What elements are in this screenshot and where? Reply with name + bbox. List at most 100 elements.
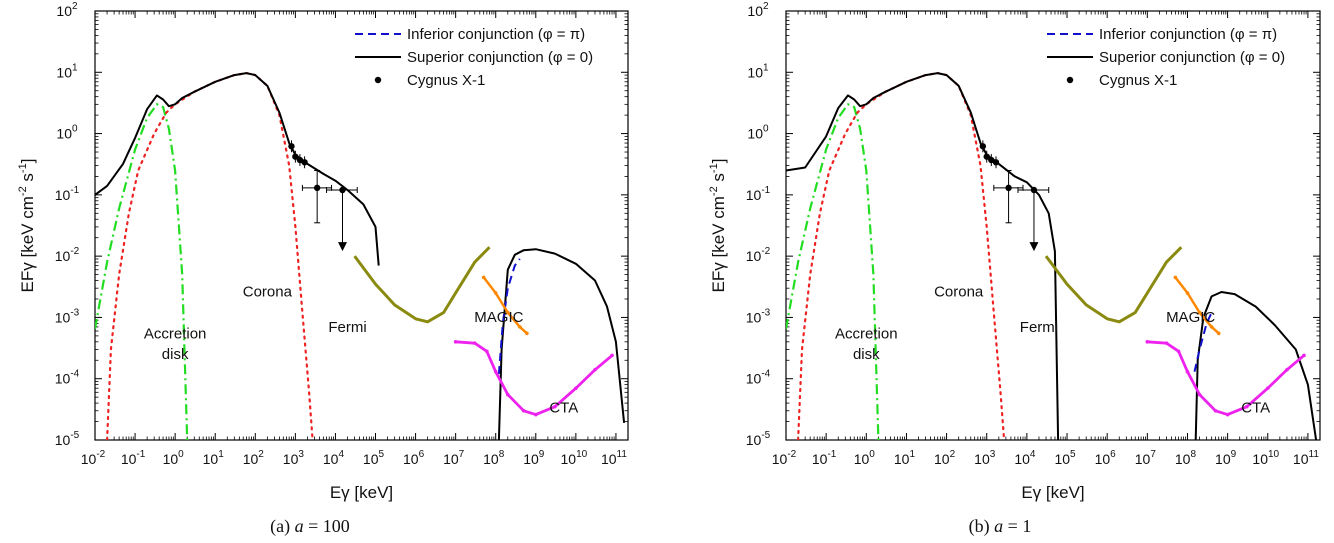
y-axis-label: EFγ [keV cm-2 s-1]: [708, 159, 728, 293]
x-tick-exponent: -1: [827, 449, 836, 460]
annotation-label: Fermi: [328, 319, 366, 336]
x-tick-exponent: 6: [1110, 449, 1116, 460]
x-tick-exponent: 6: [419, 449, 425, 460]
series-magic-point: [493, 291, 498, 295]
y-tick-label: 10-1: [746, 185, 771, 203]
y-tick-exponent: -1: [70, 185, 79, 196]
plot-frame: [94, 10, 629, 441]
x-tick-label: 1010: [561, 449, 588, 467]
x-tick-label: 109: [1215, 449, 1237, 467]
series-magic-point: [1216, 331, 1221, 336]
y-tick-label: 10-2: [746, 246, 771, 264]
series-magic-point: [505, 310, 510, 315]
series-cta-point: [533, 412, 538, 417]
series-cta-point: [472, 341, 477, 345]
figure-caption: (b) a = 1: [969, 516, 1032, 537]
y-label-sup: -1: [17, 163, 29, 173]
x-tick-label: 104: [323, 449, 345, 467]
y-tick-exponent: -3: [761, 307, 770, 318]
x-tick-label: 106: [1095, 449, 1117, 467]
series-superior: [95, 72, 380, 266]
x-tick-exponent: 3: [298, 449, 304, 460]
legend-label: Cygnus X-1: [407, 72, 485, 89]
x-tick-exponent: -1: [136, 449, 145, 460]
x-tick-label: 10-2: [81, 449, 106, 467]
y-tick-exponent: 0: [763, 124, 769, 135]
series-cta-point: [1185, 369, 1190, 374]
series-cta-point: [1285, 367, 1289, 372]
x-tick-exponent: 1: [909, 449, 915, 460]
y-tick-label: 10-5: [746, 430, 771, 448]
y-tick-label: 10-4: [746, 369, 771, 387]
series-cta-point: [574, 386, 578, 391]
x-tick-exponent: 4: [338, 449, 344, 460]
x-tick-label: 102: [243, 449, 265, 467]
x-tick-exponent: 4: [1030, 449, 1036, 460]
annotation-label: CTA: [1241, 400, 1270, 417]
x-tick-label: 104: [1014, 449, 1036, 467]
y-label-part: s: [709, 173, 728, 186]
plot-frame: [785, 10, 1321, 441]
series-inferior: [497, 258, 521, 374]
y-tick-label: 101: [56, 62, 78, 80]
series-magic-point: [1185, 291, 1190, 295]
annotation-label: Corona: [243, 283, 293, 300]
plot-area: [95, 72, 626, 440]
series-fermi: [353, 246, 491, 324]
annotation-label: CTA: [549, 400, 578, 417]
y-tick-label: 100: [56, 124, 78, 142]
y-tick-exponent: 1: [72, 62, 78, 73]
series-cta-point: [505, 392, 510, 397]
y-tick-label: 101: [747, 62, 769, 80]
y-tick-exponent: 0: [72, 124, 78, 135]
y-tick-exponent: -5: [70, 430, 79, 441]
y-axis-label: EFγ [keV cm-2 s-1]: [17, 159, 37, 293]
x-tick-label: 10-1: [812, 449, 837, 467]
series-cta-point: [1265, 386, 1270, 391]
annotation-label: Accretion: [835, 326, 898, 343]
series-magic-point: [1197, 310, 1202, 315]
series-magic-point: [1173, 275, 1178, 280]
x-tick-label: 108: [1175, 449, 1197, 467]
series-disk: [95, 103, 189, 440]
x-tick-exponent: 3: [990, 449, 996, 460]
x-tick-label: 1010: [1252, 449, 1279, 467]
x-tick-exponent: 2: [950, 449, 956, 460]
x-tick-exponent: 10: [576, 449, 588, 460]
annotation-label: Corona: [934, 283, 984, 300]
y-label-part: EFγ [keV cm: [18, 196, 37, 292]
series-cta-point: [1164, 341, 1169, 345]
series-corona: [106, 72, 314, 440]
x-tick-exponent: 8: [499, 449, 505, 460]
x-tick-label: 100: [854, 449, 876, 467]
legend-label: Superior conjunction (φ = 0): [1099, 49, 1285, 66]
y-tick-label: 10-3: [746, 307, 771, 325]
x-tick-exponent: 0: [869, 449, 875, 460]
series-magic-point: [525, 331, 529, 336]
series-cta-point: [593, 367, 597, 372]
y-tick-label: 10-1: [55, 185, 80, 203]
y-tick-label: 102: [747, 1, 769, 19]
series-fermi: [1044, 246, 1183, 324]
x-tick-exponent: 9: [539, 449, 545, 460]
legend-marker-cygnus: [1066, 76, 1074, 84]
series-cta-point: [453, 340, 458, 344]
x-tick-label: 101: [203, 449, 225, 467]
series-cta-point: [493, 369, 498, 374]
y-label-part: s: [18, 173, 37, 186]
caption-value: = 100: [304, 516, 350, 536]
x-axis-label: Eγ [keV]: [1021, 483, 1084, 502]
x-tick-exponent: 10: [1268, 449, 1280, 460]
series-cta-point: [610, 353, 614, 358]
annotation-label: Accretion: [144, 326, 207, 343]
upper-limit-arrow: [1029, 242, 1039, 252]
x-tick-exponent: -2: [96, 449, 105, 460]
y-tick-exponent: -2: [761, 246, 770, 257]
annotation-label: disk: [853, 346, 880, 363]
caption-variable: a: [994, 516, 1003, 536]
y-tick-exponent: -5: [761, 430, 770, 441]
y-label-sup: -1: [708, 163, 720, 173]
legend-label: Inferior conjunction (φ = π): [1099, 26, 1277, 43]
x-tick-label: 101: [894, 449, 916, 467]
